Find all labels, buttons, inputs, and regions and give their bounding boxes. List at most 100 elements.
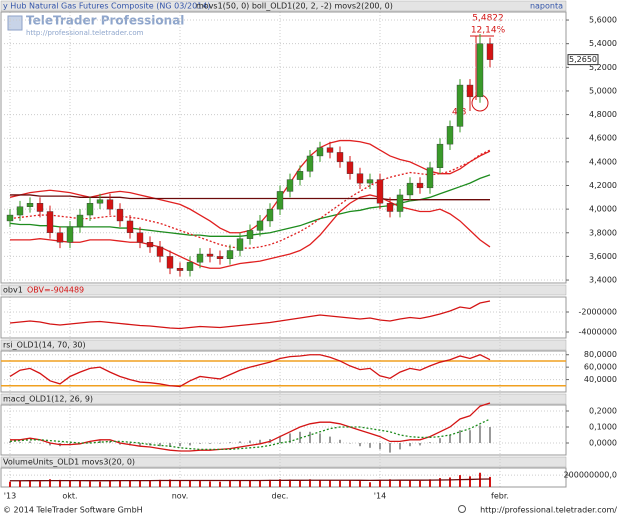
histogram-bar bbox=[369, 443, 371, 448]
candle-body bbox=[486, 43, 494, 60]
bar bbox=[119, 480, 121, 487]
histogram-bar bbox=[109, 441, 111, 443]
histogram-bar bbox=[99, 440, 101, 443]
candle-body bbox=[256, 220, 264, 231]
last-price-label: 5,2650 bbox=[569, 55, 597, 64]
candle-body bbox=[226, 250, 234, 259]
bar bbox=[349, 480, 351, 487]
histogram-bar bbox=[139, 443, 141, 447]
volume-header bbox=[0, 456, 567, 468]
bar bbox=[89, 481, 91, 487]
candle-body bbox=[126, 220, 134, 233]
candle-body bbox=[96, 199, 104, 204]
candle-body bbox=[386, 203, 394, 212]
bar bbox=[399, 479, 401, 487]
candle-body bbox=[246, 230, 254, 239]
candle-body bbox=[396, 194, 404, 212]
candle-body bbox=[216, 256, 224, 259]
candle-body bbox=[286, 179, 294, 192]
bar bbox=[199, 481, 201, 487]
bar bbox=[449, 477, 451, 487]
histogram-bar bbox=[359, 443, 361, 447]
bar bbox=[109, 481, 111, 487]
y-tick-label: 3,8000 bbox=[589, 228, 617, 237]
histogram-bar bbox=[209, 443, 211, 444]
histogram-bar bbox=[49, 443, 51, 446]
histogram-bar bbox=[119, 443, 121, 445]
logo-icon bbox=[7, 15, 23, 31]
y-tick-label: 3,6000 bbox=[589, 252, 617, 261]
bar bbox=[9, 481, 11, 487]
panel-title: VolumeUnits_OLD1 movs3(20, 0) bbox=[3, 458, 135, 467]
candle-body bbox=[436, 143, 444, 168]
candle-body bbox=[66, 226, 74, 243]
candle-body bbox=[456, 84, 464, 127]
bar bbox=[79, 481, 81, 487]
copyright: © 2014 TeleTrader Software GmbH bbox=[3, 506, 143, 515]
bar bbox=[129, 480, 131, 487]
series-line bbox=[9, 354, 491, 388]
histogram-bar bbox=[399, 443, 401, 450]
candle-body bbox=[336, 152, 344, 163]
histogram-bar bbox=[299, 431, 301, 443]
series-line bbox=[9, 300, 491, 330]
y-tick-label: 5,2000 bbox=[589, 63, 617, 72]
bar bbox=[389, 479, 391, 487]
candle-body bbox=[56, 232, 64, 243]
y-tick-label: 5,4000 bbox=[589, 39, 617, 48]
candle-body bbox=[346, 161, 354, 174]
histogram-bar bbox=[239, 441, 241, 443]
y-tick-label: 4,2000 bbox=[589, 181, 617, 190]
y-tick-label: 5,6000 bbox=[589, 16, 617, 25]
interval: naponta bbox=[530, 2, 563, 11]
candle-body bbox=[36, 203, 44, 212]
histogram-bar bbox=[379, 443, 381, 450]
obv-header bbox=[0, 284, 567, 296]
bar bbox=[189, 480, 191, 487]
candle-body bbox=[306, 155, 314, 172]
histogram-bar bbox=[429, 442, 431, 443]
y-tick-label: 200000000,0 bbox=[564, 471, 617, 480]
histogram-bar bbox=[179, 443, 181, 447]
histogram-bar bbox=[329, 436, 331, 443]
macd-header bbox=[0, 393, 567, 405]
bar bbox=[299, 480, 301, 487]
annotation-bracket bbox=[470, 35, 494, 100]
bar bbox=[289, 479, 291, 487]
panel-frame bbox=[0, 296, 567, 339]
histogram-bar bbox=[459, 430, 461, 443]
histogram-bar bbox=[479, 425, 481, 443]
candle-body bbox=[296, 171, 304, 180]
x-tick-label: okt. bbox=[62, 492, 77, 501]
bar bbox=[379, 479, 381, 487]
bar bbox=[149, 481, 151, 487]
y-tick-label: -2000000 bbox=[578, 308, 617, 317]
y-tick-label: 4,8000 bbox=[589, 110, 617, 119]
bar bbox=[479, 472, 481, 487]
bar bbox=[229, 481, 231, 487]
histogram-bar bbox=[439, 438, 441, 443]
bar bbox=[19, 480, 21, 487]
histogram-bar bbox=[89, 441, 91, 443]
bar bbox=[279, 479, 281, 487]
histogram-bar bbox=[419, 443, 421, 446]
y-tick-label: 4,0000 bbox=[589, 205, 617, 214]
bar bbox=[459, 475, 461, 487]
bar bbox=[49, 479, 51, 487]
series-line bbox=[10, 478, 491, 482]
bar bbox=[419, 480, 421, 487]
y-tick-label: 4,4000 bbox=[589, 157, 617, 166]
histogram-bar bbox=[489, 427, 491, 443]
bar bbox=[69, 480, 71, 487]
histogram-bar bbox=[169, 443, 171, 447]
logo-url: http://professional.teletrader.com bbox=[26, 29, 144, 37]
y-tick-label: 0,0000 bbox=[589, 439, 617, 448]
candle-body bbox=[196, 253, 204, 263]
rsi-header bbox=[0, 339, 567, 351]
bar bbox=[369, 482, 371, 487]
candle-body bbox=[356, 173, 364, 184]
zoom-icon bbox=[458, 505, 466, 513]
chart-subtitle: movs1(50, 0) boll_OLD1(20, 2, -2) movs2(… bbox=[196, 2, 393, 11]
bar bbox=[169, 479, 171, 487]
